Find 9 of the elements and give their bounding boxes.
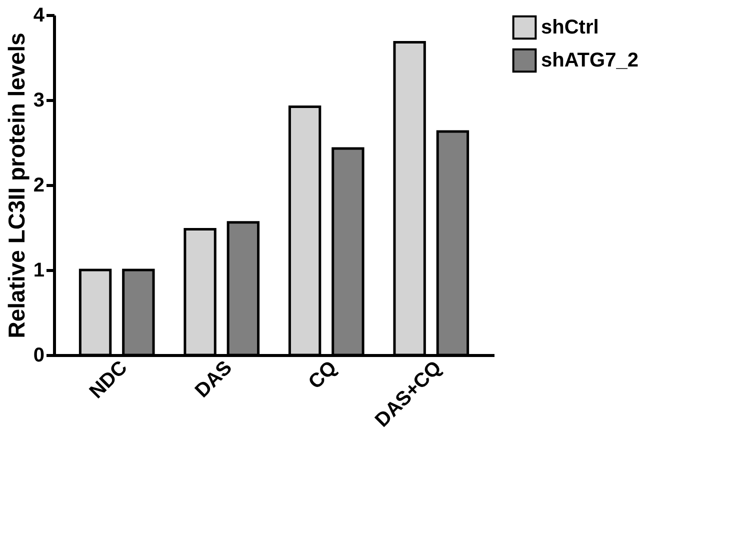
legend-label: shATG7_2 xyxy=(541,50,638,72)
y-tick-label: 3 xyxy=(33,90,44,112)
y-tick-label: 2 xyxy=(33,174,44,196)
x-tick-label: CQ xyxy=(304,356,342,394)
legend-label: shCtrl xyxy=(541,16,599,38)
y-tick-label: 0 xyxy=(33,344,44,366)
y-axis-title: Relative LC3II protein levels xyxy=(3,32,30,338)
y-tick-label: 1 xyxy=(33,260,44,282)
y-tick-label: 4 xyxy=(33,4,46,26)
